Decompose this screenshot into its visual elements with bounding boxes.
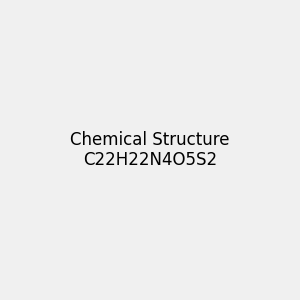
Text: Chemical Structure
C22H22N4O5S2: Chemical Structure C22H22N4O5S2 [70,130,230,170]
